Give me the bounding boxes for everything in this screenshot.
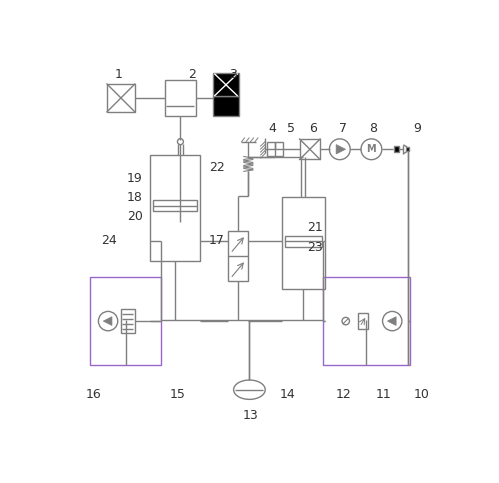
Bar (213, 97, 239, 115)
Text: 8: 8 (369, 122, 377, 135)
Bar (323, 277, 410, 365)
Text: 20: 20 (127, 210, 143, 223)
Text: 17: 17 (209, 234, 225, 247)
Polygon shape (336, 144, 345, 154)
Text: 21: 21 (307, 221, 323, 234)
Bar (107, 84, 135, 112)
Bar (228, 231, 249, 281)
Text: 5: 5 (287, 122, 295, 135)
Text: 3: 3 (230, 68, 238, 81)
Bar (406, 147, 409, 151)
Text: 22: 22 (209, 161, 225, 174)
Bar (90, 277, 161, 365)
Bar (213, 73, 239, 97)
Text: 4: 4 (268, 122, 276, 135)
Bar (299, 139, 320, 159)
Text: 10: 10 (413, 388, 429, 401)
Text: M: M (367, 144, 376, 154)
Text: 7: 7 (339, 122, 347, 135)
Polygon shape (387, 317, 396, 326)
Text: 23: 23 (307, 241, 323, 254)
Circle shape (178, 139, 184, 144)
Bar (165, 80, 196, 115)
Text: 14: 14 (279, 388, 295, 401)
Text: 11: 11 (376, 388, 392, 401)
Text: 18: 18 (127, 191, 143, 204)
Bar (153, 200, 197, 211)
Text: 12: 12 (335, 388, 351, 401)
Bar (285, 236, 321, 247)
Polygon shape (103, 317, 112, 326)
Text: 9: 9 (414, 122, 422, 135)
Bar (394, 146, 399, 152)
Bar (150, 155, 200, 261)
Bar (267, 142, 282, 156)
Bar (358, 313, 368, 329)
Text: 15: 15 (170, 388, 186, 401)
Text: 13: 13 (243, 409, 258, 422)
Text: 24: 24 (101, 234, 117, 247)
Bar (121, 309, 135, 333)
Text: 2: 2 (189, 68, 197, 81)
Text: 19: 19 (127, 172, 143, 185)
Text: 1: 1 (114, 68, 122, 81)
Bar (282, 198, 324, 288)
Text: 16: 16 (86, 388, 102, 401)
Text: 6: 6 (309, 122, 317, 135)
